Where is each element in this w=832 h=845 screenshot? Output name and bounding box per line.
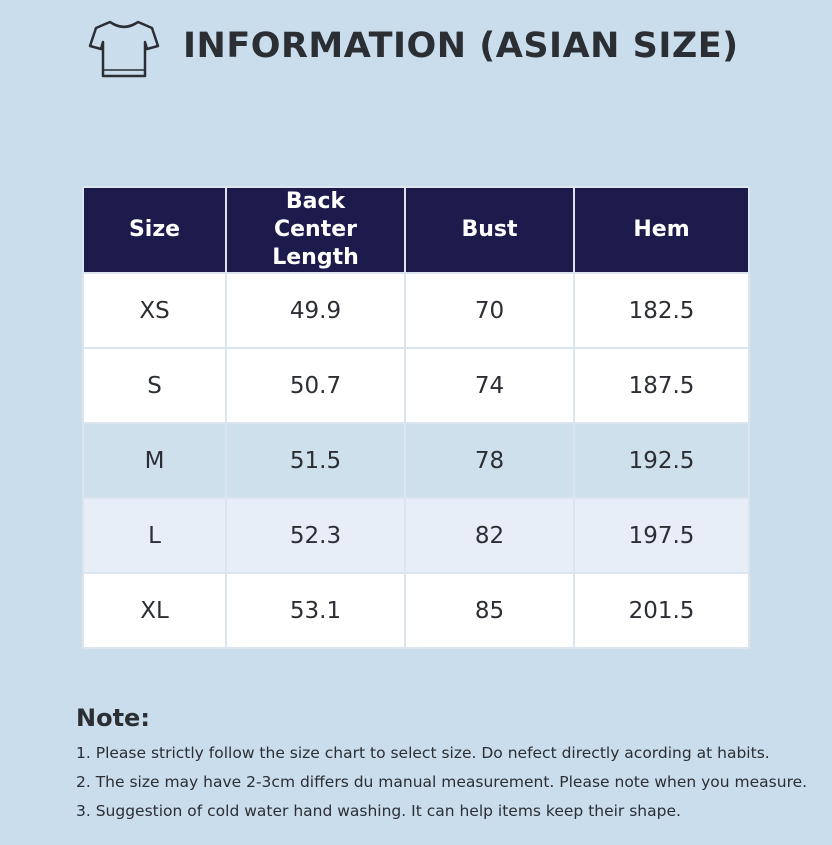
table-cell: 78 bbox=[404, 422, 575, 499]
note-item: 2. The size may have 2-3cm differs du ma… bbox=[76, 773, 808, 791]
table-cell: 49.9 bbox=[225, 272, 406, 349]
table-row: XL 53.1 85 201.5 bbox=[82, 572, 750, 649]
table-cell: S bbox=[82, 347, 227, 424]
column-header: Back Center Length bbox=[225, 186, 406, 274]
table-row: XS 49.9 70 182.5 bbox=[82, 272, 750, 349]
table-cell: 85 bbox=[404, 572, 575, 649]
column-header: Hem bbox=[573, 186, 750, 274]
table-row: S 50.7 74 187.5 bbox=[82, 347, 750, 424]
table-cell: 201.5 bbox=[573, 572, 750, 649]
table-cell: L bbox=[82, 497, 227, 574]
tshirt-icon bbox=[88, 20, 160, 78]
table-cell: 70 bbox=[404, 272, 575, 349]
table-cell: XL bbox=[82, 572, 227, 649]
table-cell: 50.7 bbox=[225, 347, 406, 424]
table-cell: 187.5 bbox=[573, 347, 750, 424]
size-table: Size Back Center Length Bust Hem XS 49.9 70 18… bbox=[82, 186, 750, 649]
note-title: Note: bbox=[76, 704, 150, 732]
table-cell: XS bbox=[82, 272, 227, 349]
column-header: Bust bbox=[404, 186, 575, 274]
note-item: 3. Suggestion of cold water hand washing… bbox=[76, 802, 681, 820]
table-cell: 51.5 bbox=[225, 422, 406, 499]
table-cell: 52.3 bbox=[225, 497, 406, 574]
table-cell: 74 bbox=[404, 347, 575, 424]
table-row: L 52.3 82 197.5 bbox=[82, 497, 750, 574]
table-cell: 192.5 bbox=[573, 422, 750, 499]
table-row: M 51.5 78 192.5 bbox=[82, 422, 750, 499]
page-title: INFORMATION (ASIAN SIZE) bbox=[183, 26, 739, 66]
header-row: Size Back Center Length Bust Hem bbox=[82, 186, 750, 274]
table-cell: 182.5 bbox=[573, 272, 750, 349]
table-cell: 53.1 bbox=[225, 572, 406, 649]
table-cell: 197.5 bbox=[573, 497, 750, 574]
table-cell: 82 bbox=[404, 497, 575, 574]
note-item: 1. Please strictly follow the size chart… bbox=[76, 744, 770, 762]
column-header: Size bbox=[82, 186, 227, 274]
table-cell: M bbox=[82, 422, 227, 499]
